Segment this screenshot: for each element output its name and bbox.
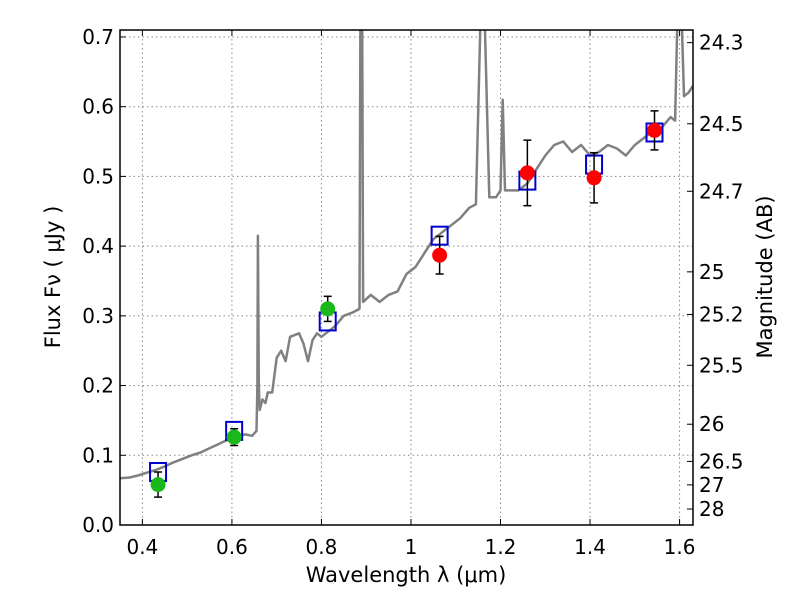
data-marks [149, 110, 664, 498]
magnitude-tick-label: 25 [699, 260, 724, 284]
x-tick-label: 0.6 [216, 535, 248, 559]
magnitude-tick-label: 24.7 [699, 179, 744, 203]
magnitude-tick-label: 26.5 [699, 449, 744, 473]
y-axis-title: Flux Fν ( μJy ) [41, 206, 65, 349]
y-tick-label: 0.7 [82, 25, 114, 49]
y-tick-label: 0.1 [82, 443, 114, 467]
x-tick-label: 1.6 [664, 535, 696, 559]
photometry-point [647, 122, 663, 138]
x-tick-label: 1 [405, 535, 418, 559]
y-tick-label: 0.0 [82, 513, 114, 537]
photometry-point [519, 165, 535, 181]
magnitude-tick-label: 27 [699, 473, 724, 497]
x-tick-label: 1.2 [485, 535, 517, 559]
plot-frame [119, 29, 694, 526]
grid [120, 30, 693, 526]
photometry-point [320, 301, 336, 317]
magnitude-tick-label: 25.2 [699, 302, 744, 326]
magnitude-tick-label: 25.5 [699, 353, 744, 377]
photometry-point [226, 429, 242, 445]
x-tick-label: 0.8 [306, 535, 338, 559]
y-tick-label: 0.3 [82, 304, 114, 328]
magnitude-tick-label: 24.3 [699, 31, 744, 55]
magnitude-tick-label: 24.5 [699, 112, 744, 136]
x-tick-label: 1.4 [574, 535, 606, 559]
magnitude-tick-label: 26 [699, 412, 724, 436]
x-tick-label: 0.4 [126, 535, 158, 559]
y-tick-label: 0.6 [82, 95, 114, 119]
photometry-point [150, 477, 166, 493]
y-tick-label: 0.5 [82, 164, 114, 188]
y-tick-label: 0.2 [82, 374, 114, 398]
photometry-point [586, 170, 602, 186]
x-axis-title: Wavelength λ (μm) [306, 563, 507, 587]
axis-ticks: 0.4 0.6 0.8 1 1.2 1.4 1.6 0.0 0.1 0.2 0.3 0.4 0.5 0.6… [82, 25, 743, 559]
right-axis-title: Magnitude (AB) [753, 195, 777, 358]
y-tick-label: 0.4 [82, 234, 114, 258]
magnitude-tick-label: 28 [699, 497, 724, 521]
photometry-point [432, 247, 448, 263]
